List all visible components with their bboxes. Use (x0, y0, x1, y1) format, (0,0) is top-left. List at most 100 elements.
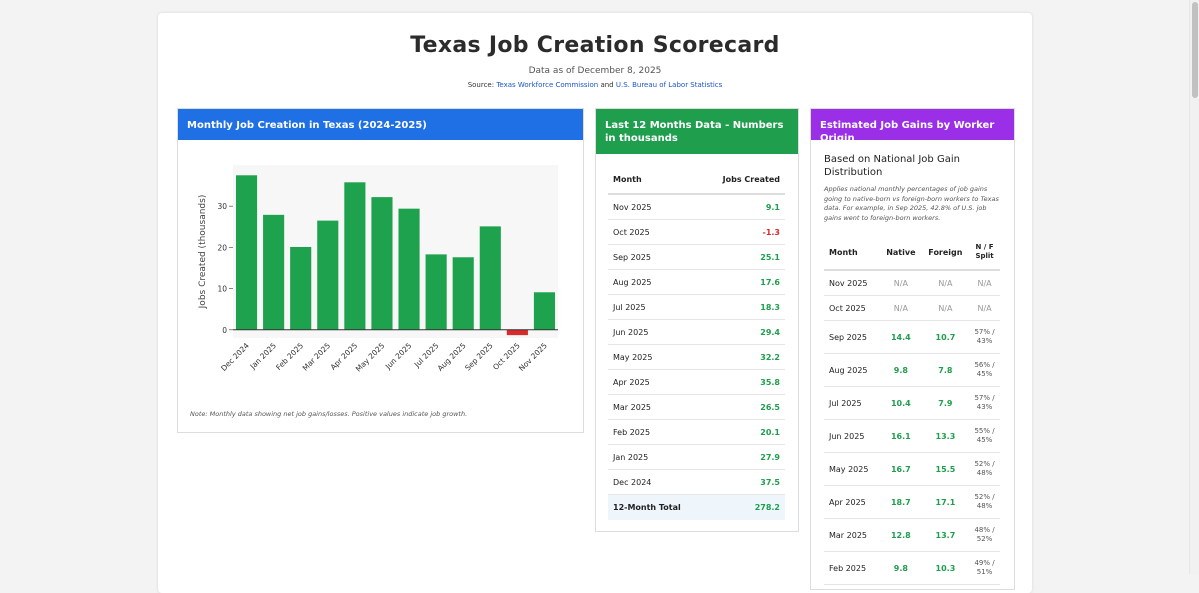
source-and: and (600, 81, 614, 89)
x-tick-label: Mar 2025 (301, 341, 333, 373)
page-scrollbar[interactable] (1189, 0, 1199, 574)
row-jobs-value: 27.9 (702, 444, 785, 470)
row-month: Mar 2025 (608, 394, 703, 420)
table-header-row: Month Jobs Created (608, 166, 785, 195)
row-jobs-value: 25.1 (702, 244, 785, 270)
x-tick-label: Jan 2025 (248, 341, 279, 372)
origin-row-month: Feb 2025 (824, 551, 881, 585)
origin-row-foreign: 13.7 (921, 518, 970, 552)
origin-row-foreign: 7.9 (921, 386, 970, 420)
y-tick-label: 30 (217, 202, 227, 211)
table-row: Feb 2025 20.1 (608, 419, 785, 445)
origin-row-foreign: 10.7 (921, 320, 970, 354)
origin-row-month: Jul 2025 (824, 386, 881, 420)
x-tick-label: Dec 2024 (219, 341, 251, 373)
split-native: 57% / (974, 328, 995, 336)
split-native: 49% / (974, 559, 995, 567)
origin-row: Nov 2025 N/A N/A N/A (824, 270, 1000, 296)
row-jobs-value: 17.6 (702, 269, 785, 295)
bar-apr-2025[interactable] (344, 182, 366, 330)
bar-oct-2025[interactable] (506, 329, 528, 336)
bar-jun-2025[interactable] (398, 208, 420, 330)
row-jobs-value: 29.4 (702, 319, 785, 345)
row-jobs-value: 37.5 (702, 469, 785, 495)
origin-row-native: 9.8 (880, 551, 922, 585)
y-tick-label: 10 (217, 285, 227, 294)
row-month: Nov 2025 (608, 194, 703, 220)
origin-description: Applies national monthly percentages of … (824, 185, 999, 222)
y-tick-label: 0 (222, 326, 227, 335)
bar-aug-2025[interactable] (452, 257, 474, 330)
origin-row-native: N/A (880, 295, 922, 321)
y-axis-label: Jobs Created (thousands) (198, 195, 208, 310)
total-label: 12-Month Total (608, 494, 703, 520)
scrollbar-thumb[interactable] (1192, 2, 1198, 98)
bar-mar-2025[interactable] (317, 220, 339, 330)
origin-row-foreign: 10.3 (921, 551, 970, 585)
origin-col-split: N / F Split (969, 235, 1000, 271)
origin-row-month: May 2025 (824, 452, 881, 486)
row-jobs-value: -1.3 (702, 219, 785, 245)
col-month-header: Month (608, 166, 703, 195)
bar-may-2025[interactable] (371, 197, 393, 330)
split-foreign: 43% (976, 403, 993, 411)
origin-row-native: 16.1 (880, 419, 922, 453)
row-jobs-value: 9.1 (702, 194, 785, 220)
row-jobs-value: 20.1 (702, 419, 785, 445)
origin-row-split: 55% /45% (969, 419, 1000, 453)
origin-row-native: 18.7 (880, 485, 922, 519)
table-row: Nov 2025 9.1 (608, 194, 785, 220)
origin-row-split: 52% /48% (969, 452, 1000, 486)
origin-col-foreign: Foreign (921, 235, 970, 271)
origin-row-month: Oct 2025 (824, 295, 881, 321)
table-row: Oct 2025 -1.3 (608, 219, 785, 245)
split-foreign: 43% (976, 337, 993, 345)
origin-card-heading: Estimated Job Gains by Worker Origin (811, 109, 1014, 144)
origin-row: Jul 2025 10.4 7.9 57% /43% (824, 386, 1000, 420)
plot-area (233, 165, 558, 338)
bar-jul-2025[interactable] (425, 254, 447, 330)
origin-row-foreign: 7.8 (921, 353, 970, 387)
bar-dec-2024[interactable] (235, 175, 258, 330)
page-title: Texas Job Creation Scorecard (410, 33, 780, 58)
row-month: Feb 2025 (608, 419, 703, 445)
bar-sep-2025[interactable] (479, 226, 501, 330)
origin-row-foreign: 15.5 (921, 452, 970, 486)
origin-row: Sep 2025 14.4 10.7 57% /43% (824, 320, 1000, 354)
monthly-table-card: Last 12 Months Data - Numbers in thousan… (595, 108, 799, 532)
source-link-twc[interactable]: Texas Workforce Commission (496, 81, 599, 89)
origin-row-month: Nov 2025 (824, 270, 881, 296)
origin-row-split: 57% /43% (969, 320, 1000, 354)
source-line: Source: Texas Workforce Commission and U… (158, 81, 1032, 89)
row-month: May 2025 (608, 344, 703, 370)
split-foreign: 45% (976, 436, 993, 444)
split-native: 52% / (974, 460, 995, 468)
table-row: Jun 2025 29.4 (608, 319, 785, 345)
origin-row-native: N/A (880, 270, 922, 296)
row-month: Dec 2024 (608, 469, 703, 495)
split-header-a: N / F (975, 243, 994, 251)
x-tick-label: Sep 2025 (463, 341, 495, 373)
origin-row-foreign: 17.1 (921, 485, 970, 519)
row-month: Sep 2025 (608, 244, 703, 270)
bar-nov-2025[interactable] (533, 292, 556, 330)
split-native: 55% / (974, 427, 995, 435)
row-month: Oct 2025 (608, 219, 703, 245)
bar-feb-2025[interactable] (290, 246, 312, 330)
origin-row-split: N/A (969, 295, 1000, 321)
source-link-bls[interactable]: U.S. Bureau of Labor Statistics (615, 81, 723, 89)
split-header-b: Split (975, 252, 994, 260)
split-native: 57% / (974, 394, 995, 402)
origin-row-month: Apr 2025 (824, 485, 881, 519)
x-tick-label: May 2025 (354, 341, 387, 374)
origin-row: May 2025 16.7 15.5 52% /48% (824, 452, 1000, 486)
origin-row: Jun 2025 16.1 13.3 55% /45% (824, 419, 1000, 453)
bar-jan-2025[interactable] (263, 214, 285, 330)
origin-row-split: N/A (969, 270, 1000, 296)
table-row: Apr 2025 35.8 (608, 369, 785, 395)
split-foreign: 48% (976, 502, 993, 510)
row-month: Jun 2025 (608, 319, 703, 345)
table-row: Sep 2025 25.1 (608, 244, 785, 270)
monthly-jobs-table: Month Jobs Created Nov 2025 9.1 Oct 2025 -1… (608, 166, 785, 520)
